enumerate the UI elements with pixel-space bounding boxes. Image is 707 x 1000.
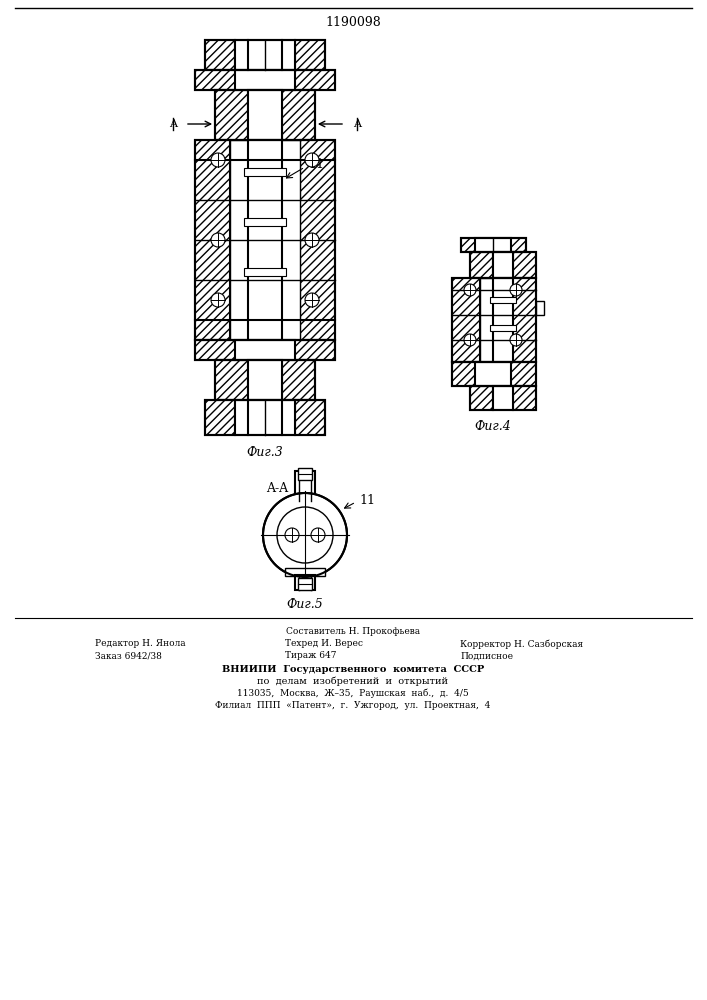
Text: 1190098: 1190098 (325, 15, 381, 28)
Circle shape (311, 528, 325, 542)
Bar (475, 362, 511, 386)
Bar (461, 238, 526, 252)
Circle shape (263, 493, 347, 577)
Bar (285, 500, 325, 508)
Text: 11: 11 (359, 493, 375, 506)
Bar (493, 252, 513, 278)
Bar (235, 40, 295, 70)
Text: ВНИИПИ  Государственного  комитета  СССР: ВНИИПИ Государственного комитета СССР (222, 664, 484, 674)
Bar (508, 278, 536, 362)
Bar (244, 168, 286, 176)
Circle shape (285, 528, 299, 542)
Text: 113035,  Москва,  Ж–35,  Раушская  наб.,  д.  4/5: 113035, Москва, Ж–35, Раушская наб., д. … (237, 688, 469, 698)
Bar (452, 278, 480, 362)
Bar (298, 578, 312, 590)
Circle shape (211, 233, 225, 247)
Bar (235, 400, 295, 435)
Circle shape (305, 153, 319, 167)
Text: Подписное: Подписное (460, 652, 513, 660)
Bar (235, 70, 295, 90)
Bar (452, 362, 536, 386)
Circle shape (510, 284, 522, 296)
Text: Филиал  ППП  «Патент»,  г.  Ужгород,  ул.  Проектная,  4: Филиал ППП «Патент», г. Ужгород, ул. Про… (216, 700, 491, 710)
Bar (195, 340, 335, 360)
Text: 11: 11 (308, 158, 324, 172)
Bar (513, 252, 536, 278)
Bar (493, 278, 513, 362)
Bar (248, 360, 282, 400)
Bar (452, 362, 536, 386)
Text: Фиг.4: Фиг.4 (474, 420, 511, 432)
Bar (195, 70, 335, 90)
Bar (195, 340, 335, 360)
Circle shape (277, 507, 333, 563)
Bar (205, 400, 325, 435)
Bar (295, 40, 325, 70)
Bar (285, 568, 325, 576)
Bar (230, 140, 300, 340)
Bar (195, 140, 230, 340)
Bar (461, 238, 526, 252)
Bar (244, 268, 286, 276)
Bar (475, 238, 511, 252)
Bar (195, 70, 335, 90)
Text: Корректор Н. Сазборская: Корректор Н. Сазборская (460, 639, 583, 649)
Text: Фиг.5: Фиг.5 (286, 597, 323, 610)
Bar (248, 140, 282, 340)
Bar (295, 471, 315, 501)
Circle shape (464, 334, 476, 346)
Bar (205, 40, 235, 70)
Bar (235, 340, 295, 360)
Text: A: A (353, 119, 361, 129)
Bar (295, 575, 315, 590)
Bar (248, 90, 282, 140)
Bar (300, 140, 335, 340)
Text: Редактор Н. Янола: Редактор Н. Янола (95, 640, 186, 648)
Bar (215, 360, 248, 400)
Bar (205, 400, 235, 435)
Circle shape (211, 293, 225, 307)
Circle shape (510, 334, 522, 346)
Bar (470, 252, 536, 278)
Bar (480, 278, 508, 362)
Text: Техред И. Верес: Техред И. Верес (285, 640, 363, 648)
Text: Заказ 6942/38: Заказ 6942/38 (95, 652, 162, 660)
Bar (195, 140, 335, 340)
Text: Составитель Н. Прокофьева: Составитель Н. Прокофьева (286, 628, 420, 637)
Bar (452, 278, 536, 362)
Text: по  делам  изобретений  и  открытий: по делам изобретений и открытий (257, 676, 448, 686)
Bar (490, 325, 516, 331)
Circle shape (305, 293, 319, 307)
Bar (536, 301, 544, 315)
Bar (490, 297, 516, 303)
Bar (205, 40, 325, 70)
Bar (493, 386, 513, 410)
Text: Тираж 647: Тираж 647 (285, 652, 337, 660)
Text: Фиг.3: Фиг.3 (247, 446, 284, 458)
Bar (244, 218, 286, 226)
Bar (282, 360, 315, 400)
Bar (470, 386, 536, 410)
Bar (215, 90, 315, 140)
Text: A: A (169, 119, 177, 129)
Circle shape (211, 153, 225, 167)
Circle shape (464, 284, 476, 296)
Bar (298, 468, 312, 480)
Bar (215, 90, 248, 140)
Bar (470, 386, 493, 410)
Bar (295, 400, 325, 435)
Bar (513, 386, 536, 410)
Bar (470, 252, 493, 278)
Text: A-A: A-A (266, 482, 288, 494)
Bar (282, 90, 315, 140)
Bar (215, 360, 315, 400)
Circle shape (305, 233, 319, 247)
